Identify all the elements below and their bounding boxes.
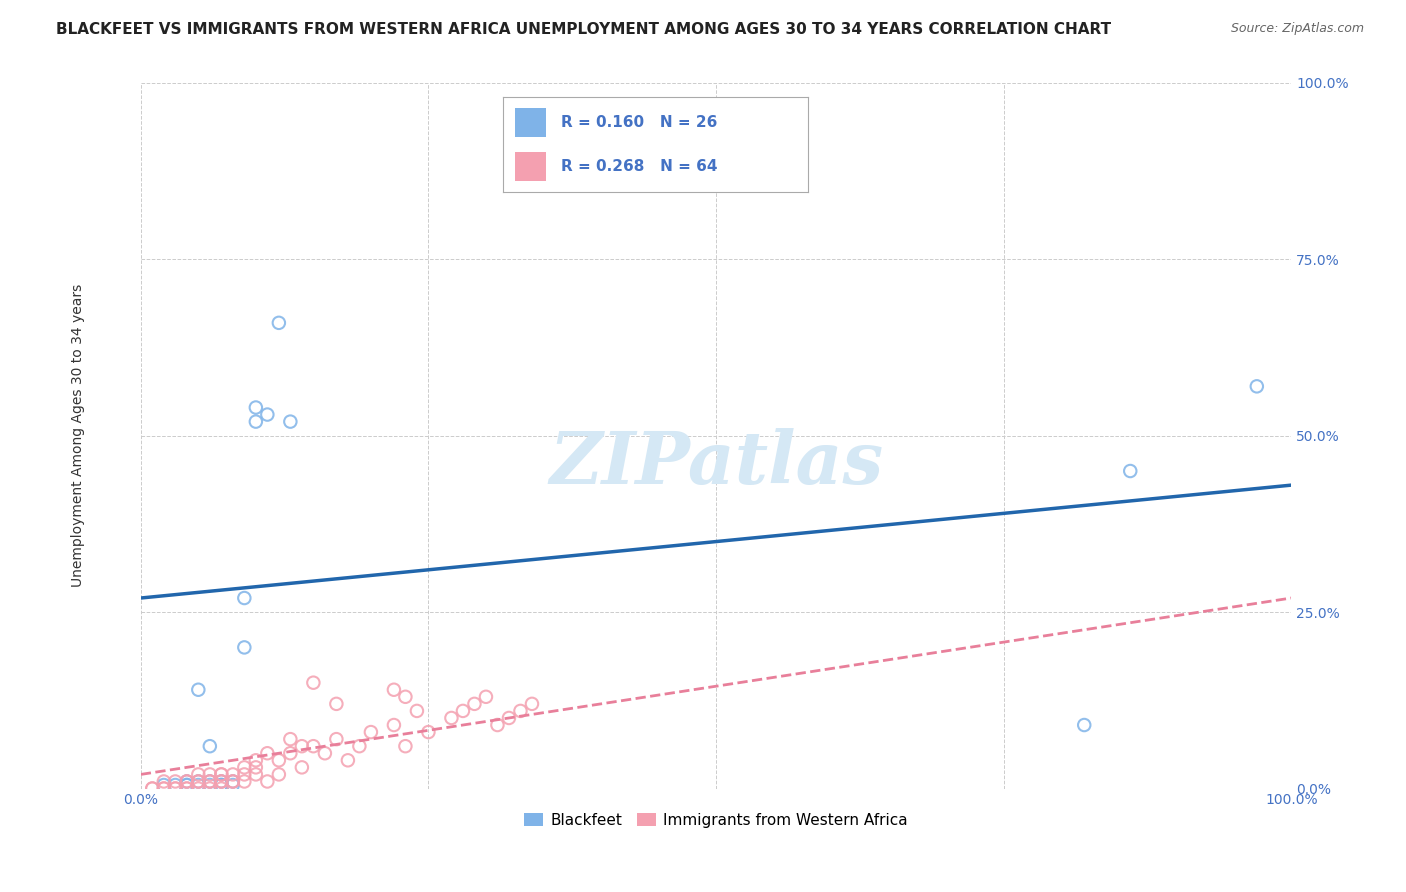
Point [245,415,267,429]
Point [394,739,416,754]
Text: Source: ZipAtlas.com: Source: ZipAtlas.com [1230,22,1364,36]
Point [176,774,198,789]
Point [209,778,232,792]
Point [291,739,314,754]
Point [1246,379,1268,393]
Point [198,781,221,796]
Point [209,781,232,796]
Point [1119,464,1142,478]
Point [187,767,209,781]
Point [1073,718,1095,732]
Point [222,774,245,789]
Point [280,746,302,760]
Point [198,774,221,789]
Point [222,767,245,781]
Point [245,767,267,781]
Point [209,767,232,781]
Point [209,778,232,792]
Point [233,640,256,655]
Point [222,774,245,789]
Point [165,781,187,796]
Point [176,781,198,796]
Point [187,774,209,789]
Point [245,760,267,774]
Point [256,746,278,760]
Point [233,760,256,774]
Point [451,704,474,718]
Point [291,760,314,774]
Point [520,697,543,711]
Point [176,778,198,792]
Legend: Blackfeet, Immigrants from Western Africa: Blackfeet, Immigrants from Western Afric… [517,806,914,834]
Point [187,778,209,792]
Point [209,774,232,789]
Point [153,774,176,789]
Point [394,690,416,704]
Point [153,781,176,796]
Point [267,767,290,781]
Point [325,697,347,711]
Point [302,675,325,690]
Point [198,739,221,754]
Point [509,704,531,718]
Point [198,774,221,789]
Point [153,781,176,796]
Point [440,711,463,725]
Point [222,774,245,789]
Point [153,778,176,792]
Text: BLACKFEET VS IMMIGRANTS FROM WESTERN AFRICA UNEMPLOYMENT AMONG AGES 30 TO 34 YEA: BLACKFEET VS IMMIGRANTS FROM WESTERN AFR… [56,22,1111,37]
Point [165,781,187,796]
Point [382,718,405,732]
Point [141,781,163,796]
Point [198,778,221,792]
Point [336,753,359,767]
Point [187,682,209,697]
Y-axis label: Unemployment Among Ages 30 to 34 years: Unemployment Among Ages 30 to 34 years [72,285,86,587]
Point [463,697,485,711]
Point [314,746,336,760]
Point [475,690,498,704]
Point [209,774,232,789]
Point [176,774,198,789]
Point [176,774,198,789]
Point [165,774,187,789]
Point [302,739,325,754]
Point [280,732,302,747]
Point [360,725,382,739]
Point [245,401,267,415]
Point [141,781,163,796]
Point [187,774,209,789]
Point [233,767,256,781]
Point [233,591,256,605]
Point [256,408,278,422]
Point [176,781,198,796]
Point [256,774,278,789]
Point [280,415,302,429]
Point [187,774,209,789]
Point [406,704,429,718]
Point [233,774,256,789]
Point [349,739,371,754]
Point [198,774,221,789]
Point [222,778,245,792]
Point [267,316,290,330]
Point [245,753,267,767]
Point [325,732,347,747]
Point [176,778,198,792]
Point [498,711,520,725]
Point [267,753,290,767]
Point [198,767,221,781]
Point [382,682,405,697]
Point [209,767,232,781]
Point [486,718,509,732]
Point [209,774,232,789]
Point [418,725,440,739]
Text: ZIPatlas: ZIPatlas [548,428,883,500]
Point [165,778,187,792]
Point [187,781,209,796]
